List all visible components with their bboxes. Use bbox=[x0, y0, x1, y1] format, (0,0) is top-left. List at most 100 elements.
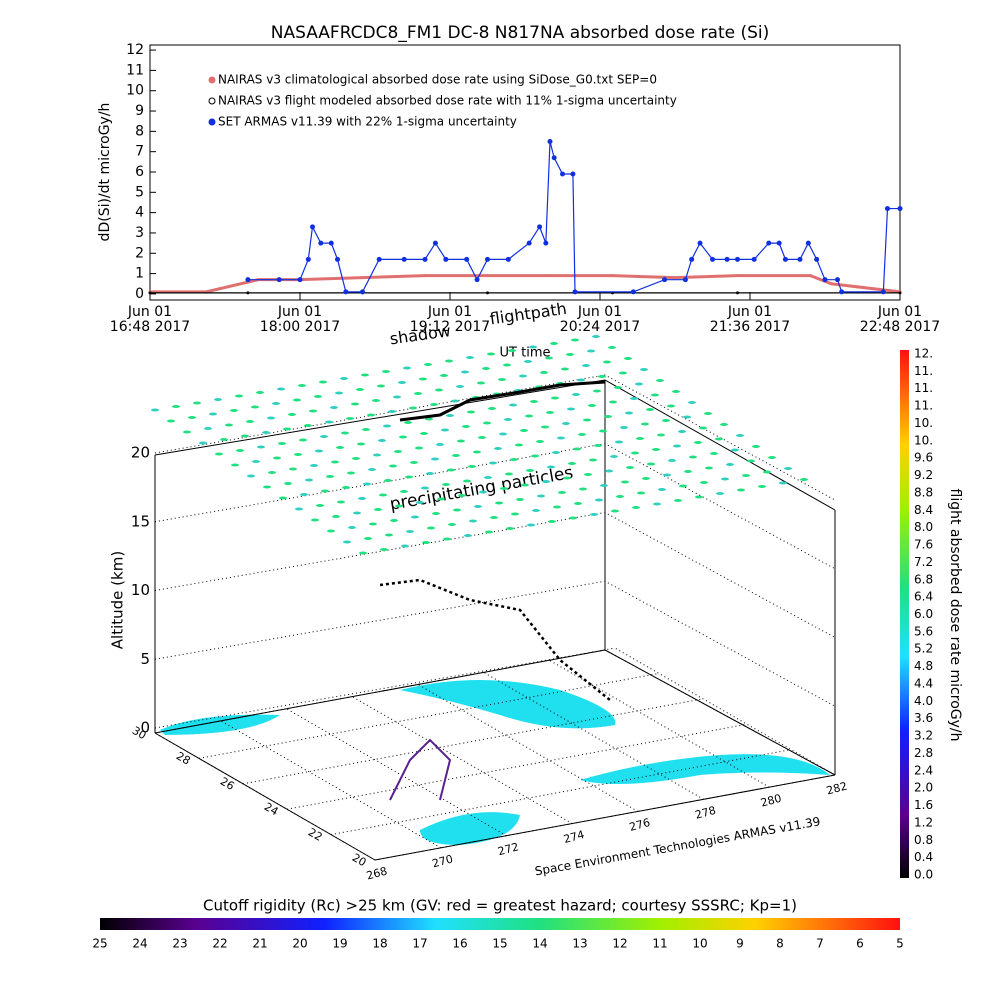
series-line bbox=[150, 274, 901, 294]
data-point bbox=[474, 277, 480, 283]
particle bbox=[515, 443, 523, 447]
particle bbox=[183, 430, 191, 434]
particle bbox=[641, 422, 649, 426]
data-point bbox=[885, 206, 890, 212]
particle bbox=[405, 475, 413, 479]
y-tick-label: 26 bbox=[218, 775, 237, 793]
particle bbox=[422, 541, 430, 544]
particle bbox=[584, 473, 592, 476]
particle bbox=[325, 420, 333, 424]
particle bbox=[668, 459, 676, 462]
particle bbox=[390, 519, 398, 522]
particle bbox=[619, 371, 627, 375]
particle bbox=[721, 477, 729, 481]
particle bbox=[311, 518, 319, 522]
particle bbox=[362, 428, 370, 431]
data-point bbox=[682, 277, 688, 283]
particle bbox=[563, 476, 571, 480]
particle bbox=[310, 464, 318, 467]
particle bbox=[494, 447, 502, 450]
box-edge bbox=[604, 379, 836, 511]
particle bbox=[489, 461, 497, 465]
particle bbox=[527, 523, 535, 527]
x-tick-label: 274 bbox=[562, 828, 586, 846]
particle bbox=[424, 363, 432, 366]
particle bbox=[657, 433, 665, 437]
particle bbox=[571, 338, 579, 342]
particle bbox=[684, 470, 692, 473]
particle bbox=[504, 418, 512, 421]
particle bbox=[487, 352, 495, 356]
data-point bbox=[464, 256, 470, 262]
particle bbox=[763, 470, 771, 474]
particle bbox=[574, 502, 582, 505]
data-point bbox=[505, 256, 511, 262]
colorbar-label: 6.8 bbox=[914, 572, 933, 586]
particle bbox=[426, 472, 434, 475]
data-point bbox=[897, 206, 903, 212]
grid-line bbox=[154, 511, 836, 638]
particle bbox=[578, 433, 586, 436]
particle bbox=[537, 494, 545, 498]
particle bbox=[342, 486, 350, 489]
particle bbox=[700, 481, 708, 484]
particle bbox=[546, 411, 554, 414]
x-tick-label: Jun 01 22:48 2017 bbox=[859, 304, 941, 335]
data-point bbox=[736, 274, 739, 278]
particle bbox=[483, 421, 491, 425]
data-point bbox=[537, 224, 543, 230]
colorbar-label: 2.4 bbox=[914, 763, 933, 777]
particle bbox=[394, 450, 402, 453]
chart-title: NASAAFRCDC8_FM1 DC-8 N817NA absorbed dos… bbox=[271, 23, 770, 43]
particle bbox=[406, 530, 414, 533]
particle bbox=[289, 467, 297, 471]
z-tick-label: 10 bbox=[131, 581, 150, 599]
data-point bbox=[401, 256, 407, 262]
legend-label: NAIRAS v3 flight modeled absorbed dose r… bbox=[218, 94, 677, 108]
particle bbox=[521, 483, 529, 487]
particle bbox=[667, 404, 675, 408]
particle bbox=[235, 394, 243, 398]
data-point bbox=[148, 291, 152, 295]
particle bbox=[478, 436, 486, 439]
particle bbox=[343, 540, 351, 544]
colorbar-label: 0.8 bbox=[914, 833, 933, 847]
particle bbox=[398, 381, 406, 384]
particle bbox=[414, 392, 422, 395]
particle bbox=[388, 410, 396, 413]
particle bbox=[369, 522, 377, 526]
data-point bbox=[776, 240, 782, 246]
colorbar bbox=[100, 918, 900, 930]
particle bbox=[508, 349, 516, 352]
particle bbox=[377, 384, 385, 388]
colorbar-label: 9.6 bbox=[914, 451, 933, 465]
particle bbox=[331, 460, 339, 464]
particle bbox=[467, 410, 475, 414]
data-point bbox=[782, 256, 788, 262]
particle bbox=[704, 412, 712, 415]
particle bbox=[361, 373, 369, 377]
data-point bbox=[697, 240, 703, 246]
particle bbox=[404, 421, 412, 424]
data-point bbox=[766, 240, 772, 246]
colorbar-label: 4.4 bbox=[914, 676, 933, 690]
particle bbox=[541, 425, 549, 429]
particle bbox=[403, 366, 411, 370]
y-tick-label: 8 bbox=[135, 123, 144, 139]
particle bbox=[188, 416, 196, 419]
data-point bbox=[880, 289, 886, 295]
colorbar-label: 3.6 bbox=[914, 711, 933, 725]
data-point bbox=[432, 240, 438, 246]
z-tick-label: 0 bbox=[140, 719, 150, 737]
colorbar-label: 7.6 bbox=[914, 538, 933, 552]
data-point bbox=[630, 289, 636, 295]
data-point bbox=[611, 274, 614, 278]
data-point bbox=[245, 277, 251, 283]
colorbar-label: 8.8 bbox=[914, 485, 933, 499]
particle bbox=[293, 398, 301, 402]
particle bbox=[431, 457, 439, 461]
particle bbox=[479, 490, 487, 494]
particle bbox=[611, 509, 619, 513]
particle bbox=[484, 476, 492, 479]
colorbar-label: 14 bbox=[532, 937, 547, 951]
